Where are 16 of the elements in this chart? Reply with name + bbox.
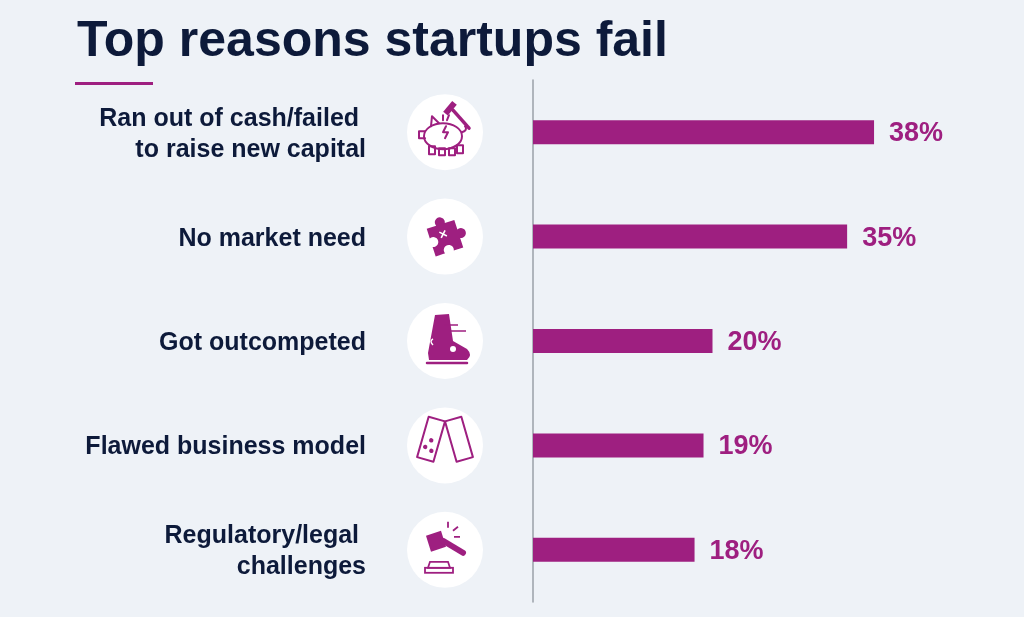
bar (533, 433, 704, 458)
data-label: 19% (718, 430, 773, 461)
y-tick-label: Regulatory/legal challenges (164, 520, 366, 580)
data-label: 38% (889, 117, 944, 148)
y-tick-label: Ran out of cash/failed to raise new capital (99, 102, 366, 162)
bar (533, 537, 695, 562)
chart-title: Top reasons startups fail (77, 11, 668, 67)
bar (533, 224, 848, 249)
data-label: 18% (709, 534, 764, 565)
bar (533, 329, 713, 353)
y-tick-label: Flawed business model (85, 431, 366, 460)
data-label: 20% (727, 326, 782, 356)
data-label: 35% (862, 221, 917, 252)
y-tick-label: Got outcompeted (159, 327, 366, 355)
bar (533, 120, 875, 145)
y-tick-label: No market need (178, 222, 366, 251)
